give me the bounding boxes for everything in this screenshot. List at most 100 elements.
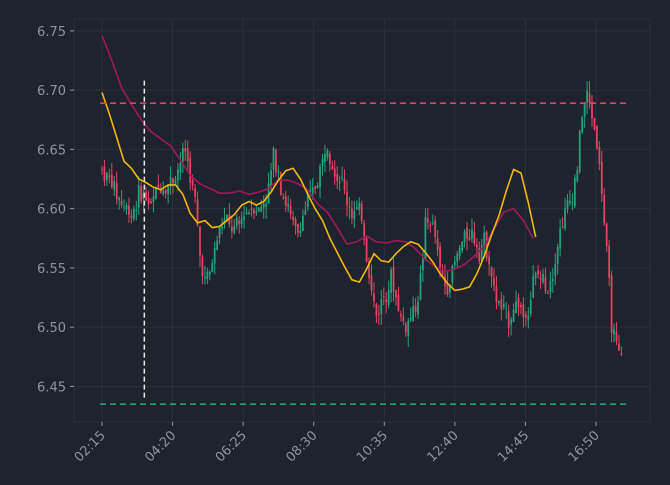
- candle-body: [588, 92, 591, 104]
- candle-body: [615, 331, 618, 341]
- candle-body: [493, 277, 495, 286]
- candle-body: [471, 229, 473, 239]
- candle-body: [218, 226, 221, 238]
- y-tick-label: 6.45: [37, 380, 66, 395]
- candle-body: [279, 172, 282, 195]
- candle-body: [341, 177, 343, 179]
- candle-body: [507, 311, 510, 328]
- candle-body: [338, 181, 341, 183]
- candle-body: [529, 300, 532, 314]
- candle-body: [434, 220, 437, 237]
- candle-body: [419, 273, 422, 300]
- candle-body: [302, 215, 304, 232]
- y-tick-label: 6.70: [37, 84, 66, 99]
- candle-body: [128, 205, 130, 216]
- candle-body: [294, 218, 297, 227]
- candle-body: [113, 180, 116, 190]
- candle-body: [429, 224, 432, 226]
- candle-body: [566, 200, 569, 209]
- candle-body: [522, 304, 525, 318]
- candle-body: [485, 231, 488, 259]
- candle-body: [561, 226, 564, 228]
- candle-body: [593, 118, 596, 130]
- candle-body: [311, 187, 314, 193]
- candle-body: [333, 168, 336, 177]
- candle-body: [576, 170, 579, 182]
- candle-body: [363, 223, 366, 240]
- candle-body: [409, 317, 412, 320]
- candle-body: [414, 305, 417, 313]
- candle-body: [620, 353, 623, 355]
- grid-lines: [74, 19, 650, 422]
- candle-body: [108, 175, 111, 178]
- candle-body: [451, 265, 454, 283]
- x-tick-label: 04:20: [142, 428, 179, 465]
- candle-body: [500, 298, 503, 310]
- candle-body: [449, 284, 451, 293]
- candle-body: [424, 217, 427, 261]
- candle-body: [581, 116, 584, 133]
- candle-body: [233, 226, 236, 234]
- candle-body: [245, 212, 248, 215]
- candle-body: [174, 179, 177, 186]
- y-tick-label: 6.75: [37, 25, 66, 40]
- candle-body: [380, 298, 383, 315]
- candle-body: [299, 230, 302, 234]
- candle-body: [157, 184, 160, 188]
- candle-body: [181, 148, 184, 162]
- candle-body: [365, 238, 368, 262]
- candle-body: [547, 292, 549, 294]
- candle-body: [159, 189, 162, 193]
- candle-body: [453, 261, 456, 266]
- candle-body: [292, 216, 294, 221]
- candle-body: [169, 177, 172, 187]
- y-tick-label: 6.55: [37, 262, 66, 277]
- candle-body: [243, 216, 245, 220]
- candle-body: [164, 189, 167, 194]
- plot-frame: [73, 18, 651, 423]
- candle-body: [468, 237, 471, 241]
- candle-body: [456, 253, 459, 262]
- x-tick-label: 08:30: [283, 428, 320, 465]
- candle-body: [583, 104, 586, 117]
- x-tick-label: 06:25: [213, 428, 250, 465]
- candle-body: [240, 218, 243, 224]
- candle-body: [306, 193, 309, 208]
- candle-body: [162, 190, 165, 195]
- ma-fast-line: [101, 92, 537, 292]
- candle-body: [441, 269, 444, 276]
- candle-body: [196, 199, 199, 225]
- x-tick-label: 16:50: [566, 428, 603, 465]
- candle-body: [118, 198, 121, 201]
- x-tick-label: 14:45: [495, 428, 532, 465]
- candle-body: [248, 212, 250, 215]
- candle-body: [289, 205, 292, 215]
- candle-body: [373, 293, 375, 302]
- candle-body: [211, 263, 214, 272]
- candle-body: [463, 231, 466, 242]
- candle-body: [265, 204, 268, 207]
- candle-body: [596, 126, 598, 149]
- candle-body: [573, 177, 576, 207]
- candle-body: [402, 316, 405, 322]
- candle-body: [177, 169, 179, 181]
- candle-body: [262, 203, 265, 208]
- y-tick-label: 6.50: [37, 321, 66, 336]
- candle-body: [314, 186, 317, 189]
- candle-body: [417, 301, 419, 315]
- candle-body: [515, 301, 517, 313]
- candle-body: [309, 190, 312, 192]
- candle-body: [478, 248, 481, 262]
- candle-body: [370, 275, 373, 291]
- candle-body: [221, 226, 223, 229]
- candle-body: [267, 183, 270, 204]
- candle-body: [336, 173, 339, 181]
- candle-body: [213, 248, 216, 264]
- candle-body: [199, 226, 201, 256]
- candle-body: [544, 277, 547, 292]
- x-tick-label: 10:35: [354, 428, 391, 465]
- candle-body: [505, 307, 508, 309]
- candle-body: [458, 248, 461, 256]
- candle-body: [475, 244, 478, 248]
